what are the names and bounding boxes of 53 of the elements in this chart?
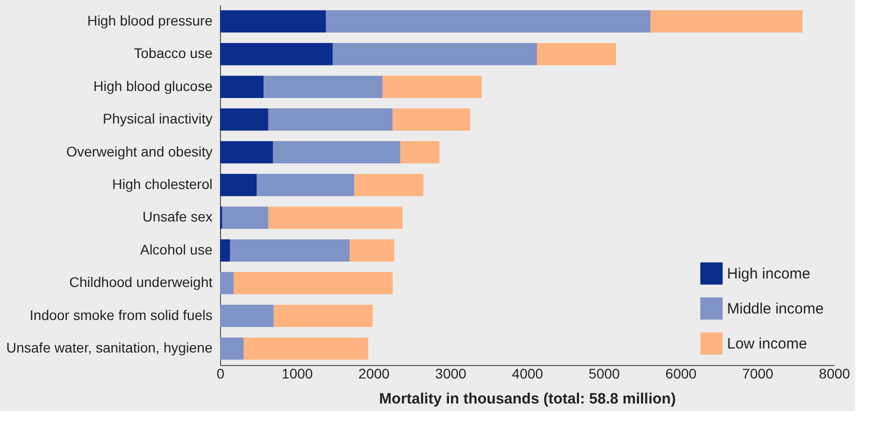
bar <box>234 272 393 294</box>
x-tick-label: 1000 <box>282 366 314 382</box>
bar <box>220 141 273 164</box>
bar <box>650 10 803 32</box>
bar <box>268 108 393 131</box>
bar <box>274 304 373 328</box>
bar <box>272 141 400 164</box>
legend-label: Low income <box>727 336 808 352</box>
x-tick-label: 6000 <box>665 366 697 382</box>
y-tick-label: Alcohol use <box>140 241 213 258</box>
bar <box>350 239 394 262</box>
bar <box>220 239 230 262</box>
bar <box>220 174 257 196</box>
bar <box>220 76 264 98</box>
y-tick-label: Childhood underweight <box>69 274 213 290</box>
legend-label: High income <box>727 266 810 282</box>
y-tick-label: Overweight and obesity <box>66 143 212 160</box>
bar <box>354 174 424 196</box>
bar <box>244 338 368 360</box>
bar <box>536 42 616 66</box>
x-axis-title: Mortality in thousands (total: 58.8 million) <box>379 390 676 408</box>
bar <box>222 206 268 229</box>
x-tick-label: 8000 <box>818 366 850 382</box>
x-tick-label: 2000 <box>358 366 390 382</box>
bar <box>220 338 244 360</box>
bar <box>220 272 234 294</box>
bar <box>220 304 274 328</box>
bar <box>220 42 333 66</box>
x-tick-label: 3000 <box>435 366 467 382</box>
y-tick-label: High blood glucose <box>93 78 213 94</box>
y-tick-label: High blood pressure <box>87 12 213 28</box>
bar <box>220 108 268 131</box>
y-tick-label: Physical inactivity <box>102 110 212 127</box>
x-tick-label: 4000 <box>512 366 544 382</box>
bar <box>392 108 470 131</box>
bar <box>230 239 350 262</box>
x-tick-label: 7000 <box>742 366 774 382</box>
y-tick-label: High cholesterol <box>112 176 212 192</box>
x-tick-label: 5000 <box>588 366 620 382</box>
y-tick-label: Unsafe water, sanitation, hygiene <box>6 340 213 356</box>
bar <box>268 206 403 229</box>
y-tick-label: Indoor smoke from solid fuels <box>30 306 212 323</box>
y-tick-label: Tobacco use <box>134 45 213 62</box>
x-tick-label: 0 <box>216 366 225 382</box>
bar <box>400 141 440 164</box>
bar <box>264 76 383 98</box>
bar <box>332 42 537 66</box>
y-tick-label: Unsafe sex <box>142 208 212 225</box>
bar <box>382 76 482 98</box>
legend-label: Middle income <box>727 300 824 318</box>
bar <box>256 174 354 196</box>
bar <box>326 10 651 32</box>
bar <box>220 10 326 32</box>
